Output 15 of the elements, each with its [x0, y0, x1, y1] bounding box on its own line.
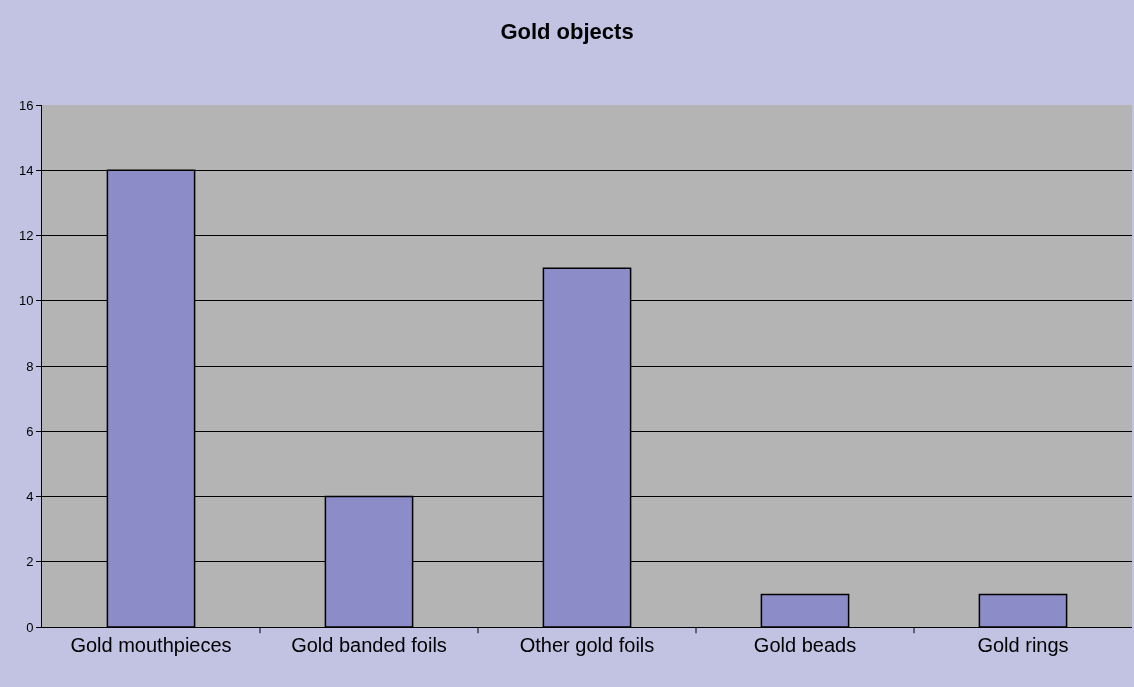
- y-tick-label: 14: [18, 162, 34, 178]
- y-tick-label: 6: [26, 423, 34, 439]
- x-tick-label: Other gold foils: [519, 634, 655, 656]
- y-tick-label: 4: [26, 489, 34, 505]
- x-tick-label: Gold rings: [977, 634, 1069, 656]
- y-tick-label: 2: [26, 554, 34, 570]
- x-tick-label: Gold mouthpieces: [70, 634, 232, 656]
- x-tick-label: Gold banded foils: [291, 634, 447, 656]
- y-tick-label: 8: [26, 358, 34, 374]
- y-tick-label: 12: [18, 228, 34, 244]
- y-tick-label: 0: [26, 619, 34, 635]
- chart-title: Gold objects: [500, 19, 634, 45]
- y-tick-label: 16: [18, 97, 34, 113]
- x-tick-label: Gold beads: [753, 634, 857, 656]
- y-tick-label: 10: [18, 293, 34, 309]
